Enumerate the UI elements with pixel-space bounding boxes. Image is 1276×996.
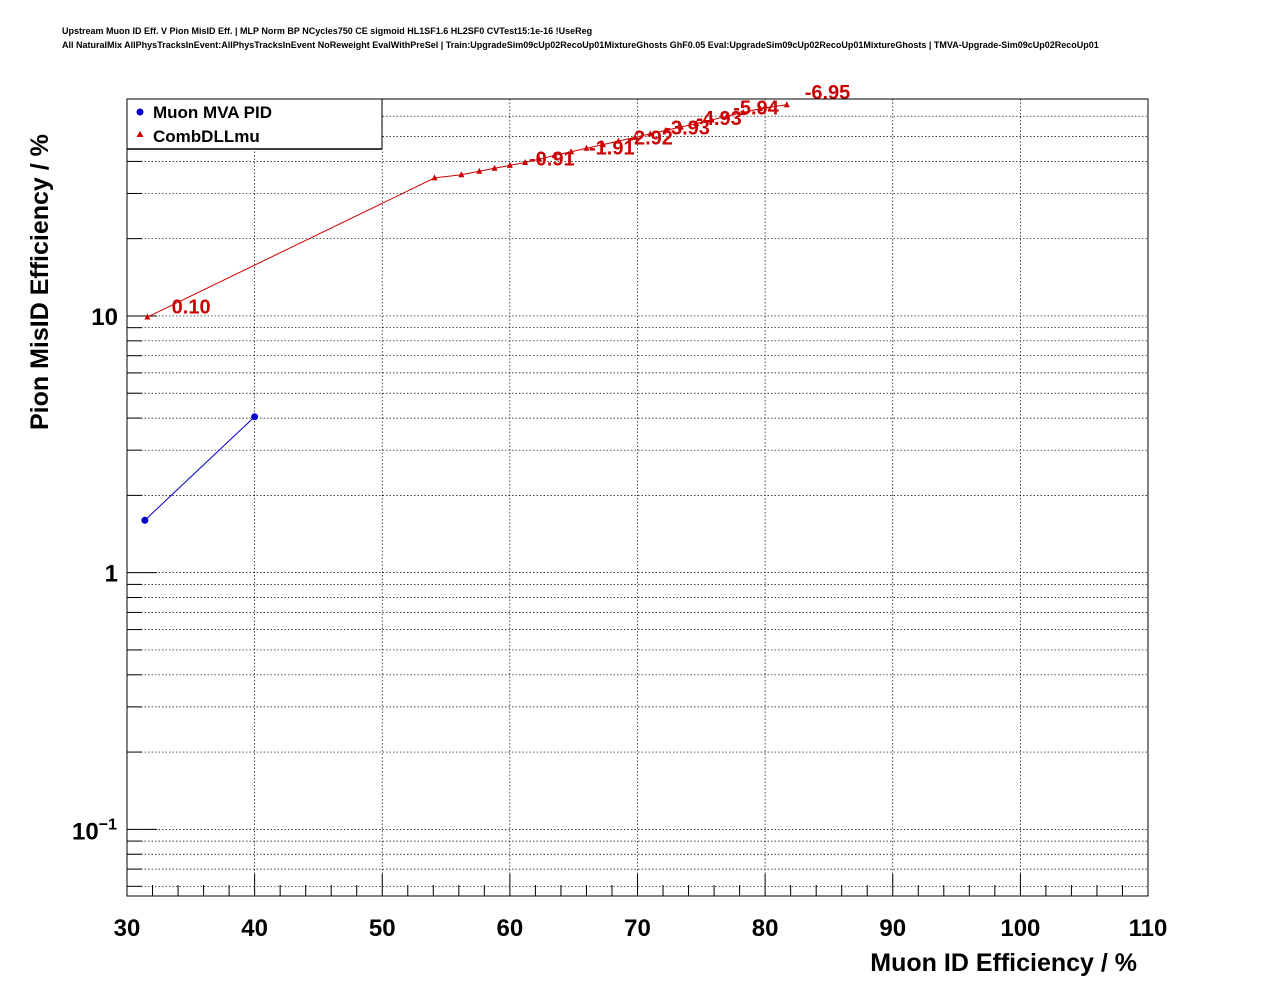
x-axis-label: Muon ID Efficiency / % [870, 949, 1137, 977]
threshold-label: -6.95 [805, 82, 851, 104]
data-point [693, 119, 700, 126]
data-point [568, 148, 575, 155]
threshold-label: 0.10 [172, 297, 211, 319]
legend-label-combdllmu: CombDLLmu [153, 127, 260, 146]
data-point [600, 141, 607, 148]
data-point [551, 151, 558, 158]
x-tick-label: 70 [624, 915, 651, 942]
data-point [740, 109, 747, 116]
data-point [723, 112, 730, 119]
plot-series [141, 101, 790, 524]
y-axis-label: Pion MisID Efficiency / % [26, 134, 54, 430]
data-point [458, 171, 465, 178]
threshold-label: -1.91 [589, 138, 635, 160]
series-line-0 [144, 416, 255, 521]
chart-title-line-2: All NaturalMix AllPhysTracksInEvent:AllP… [62, 40, 1099, 50]
data-point [251, 413, 259, 421]
data-point [141, 516, 149, 524]
x-tick-label: 50 [369, 915, 396, 942]
annotations: 0.10 -0.91 -1.91-2.92-3.93-4.93-5.94 -6.95 [172, 82, 851, 319]
legend-label-muon-mva: Muon MVA PID [153, 103, 272, 122]
data-point [431, 174, 438, 181]
data-point [708, 116, 715, 123]
data-point [491, 164, 498, 171]
x-tick-label: 110 [1129, 915, 1168, 942]
data-point [757, 105, 764, 112]
y-tick-label: 10 [91, 304, 118, 331]
x-tick-label: 90 [879, 915, 906, 942]
threshold-label: -0.91 [529, 149, 575, 171]
data-point [677, 123, 684, 130]
data-point [506, 161, 513, 168]
data-point [631, 133, 638, 140]
legend-marker-combdllmu [136, 131, 144, 137]
data-point [144, 313, 151, 320]
threshold-label: -3.93 [664, 117, 710, 139]
data-point [583, 144, 590, 151]
plot-frame [126, 98, 1149, 897]
y-tick-label: 1 [105, 561, 118, 588]
threshold-label: -2.92 [627, 128, 673, 150]
y-tick-label: 10−1 [72, 816, 117, 845]
legend-marker-muon-mva [136, 108, 144, 116]
data-point [647, 130, 654, 137]
x-tick-label: 40 [241, 915, 268, 942]
legend-box [126, 98, 383, 150]
grid [127, 98, 1148, 896]
data-point [783, 101, 790, 108]
x-tick-label: 80 [752, 915, 779, 942]
data-point [536, 155, 543, 162]
threshold-label: -5.94 [733, 97, 779, 119]
x-tick-label: 100 [1000, 915, 1040, 942]
data-point [615, 137, 622, 144]
legend: Muon MVA PID CombDLLmu [126, 98, 383, 150]
threshold-label: -4.93 [696, 108, 742, 130]
x-tick-label: 60 [497, 915, 524, 942]
chart-title-line-1: Upstream Muon ID Eff. V Pion MisID Eff. … [62, 26, 593, 36]
x-tick-label: 30 [114, 915, 141, 942]
data-point [476, 167, 483, 174]
data-point [522, 159, 529, 166]
data-point [662, 126, 669, 133]
